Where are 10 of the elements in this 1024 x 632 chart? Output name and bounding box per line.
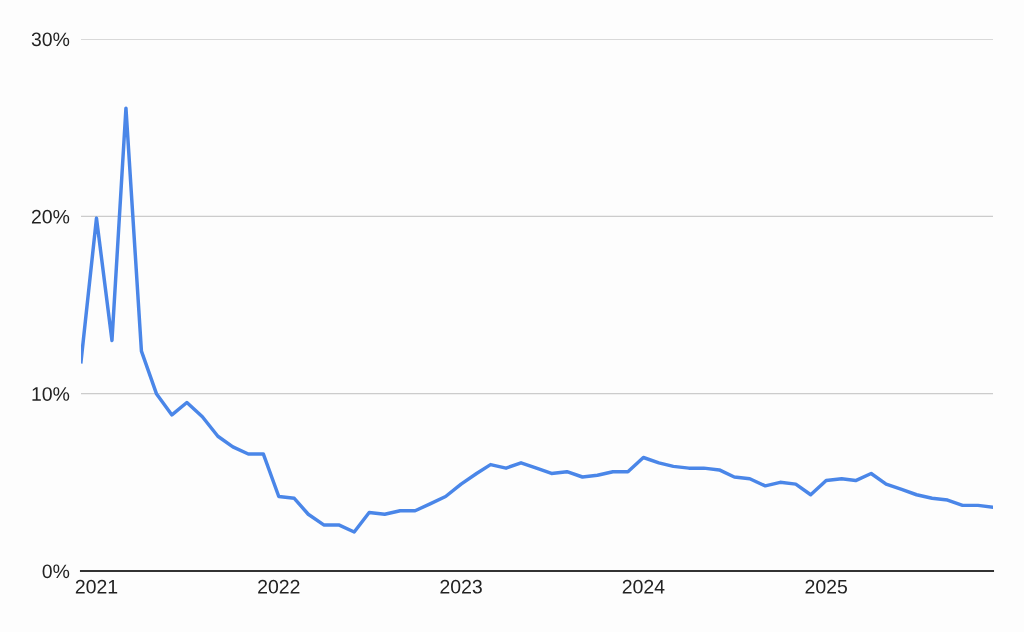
x-tick-label: 2025 (805, 579, 847, 594)
x-tick-label: 2022 (258, 579, 300, 594)
y-tick-label: 20% (31, 209, 70, 224)
x-tick-label: 2021 (75, 579, 118, 594)
line-series (81, 106, 993, 534)
x-tick-label: 2024 (622, 579, 665, 594)
y-tick-label: 0% (42, 564, 70, 579)
x-tick-label: 2023 (440, 579, 482, 594)
y-tick-label: 10% (32, 387, 70, 401)
y-tick-label: 30% (31, 32, 70, 47)
